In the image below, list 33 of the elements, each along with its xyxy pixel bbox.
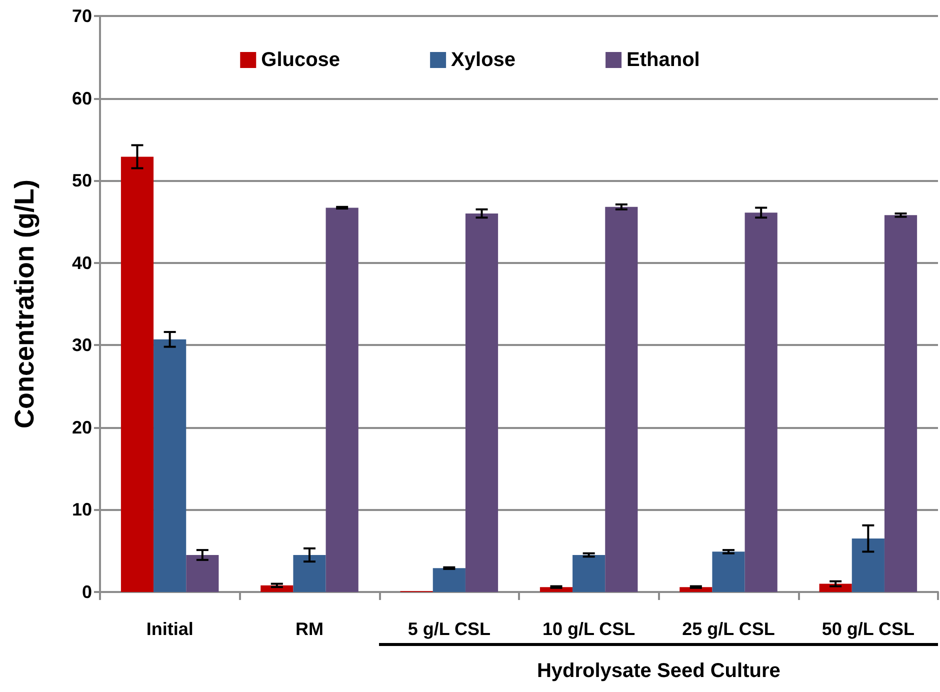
y-tick-label: 60 [72, 88, 92, 108]
bar [120, 156, 154, 592]
x-tick-label: 50 g/L CSL [822, 619, 915, 639]
bar [154, 339, 186, 592]
bar [605, 206, 638, 592]
y-tick-label: 10 [72, 500, 92, 520]
bar [465, 213, 498, 592]
bar [744, 212, 778, 592]
x-tick-label: Initial [146, 619, 194, 639]
bar [852, 538, 884, 592]
y-tick-label: 40 [72, 252, 92, 273]
x-tick-label: 10 g/L CSL [542, 619, 636, 639]
y-tick-label: 0 [82, 582, 92, 602]
y-tick-label: 30 [72, 335, 92, 356]
y-tick-label: 20 [72, 417, 92, 438]
legend-label: Ethanol [626, 49, 700, 71]
text: Hydrolysate Seed Culture [536, 660, 782, 683]
bar [293, 554, 326, 592]
bar [326, 208, 358, 592]
legend-label: Glucose [261, 49, 340, 71]
x-tick-label: RM [296, 619, 324, 639]
x-tick-label: 5 g/L CSL [408, 619, 491, 639]
bar [819, 584, 852, 592]
bar [884, 215, 918, 592]
y-tick-label: 50 [72, 170, 92, 191]
x-tick-label: 25 g/L CSL [682, 619, 775, 639]
bar [186, 554, 219, 592]
legend-label: Xylose [451, 49, 516, 71]
y-tick-label: 70 [72, 6, 92, 26]
bar [432, 568, 466, 592]
bar [712, 552, 745, 592]
y-axis-title: Concentration (g/L) [10, 180, 40, 428]
bar [572, 554, 606, 592]
